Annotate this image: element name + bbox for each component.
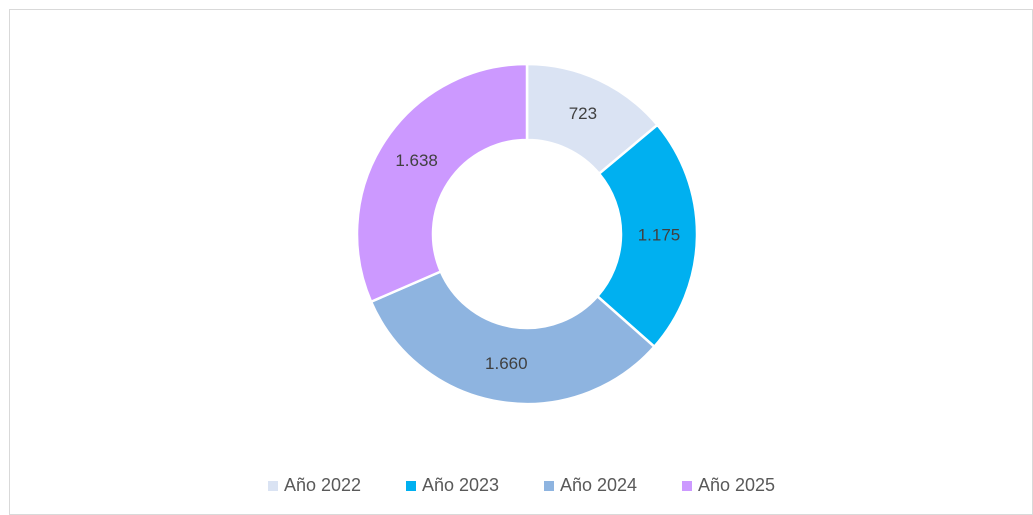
legend-label: Año 2024 bbox=[560, 475, 637, 495]
legend-label: Año 2023 bbox=[422, 475, 499, 495]
data-label: 723 bbox=[569, 104, 597, 123]
legend-label: Año 2022 bbox=[284, 475, 361, 495]
donut-slice bbox=[369, 269, 657, 406]
data-label: 1.660 bbox=[485, 354, 528, 373]
donut-slice bbox=[355, 62, 529, 304]
data-label: 1.175 bbox=[638, 225, 681, 244]
legend-swatch bbox=[544, 481, 554, 491]
legend-label: Año 2025 bbox=[698, 475, 775, 495]
legend-swatch bbox=[268, 481, 278, 491]
legend-swatch bbox=[682, 481, 692, 491]
donut-slice bbox=[595, 123, 699, 349]
legend-swatch bbox=[406, 481, 416, 491]
data-label: 1.638 bbox=[395, 151, 438, 170]
